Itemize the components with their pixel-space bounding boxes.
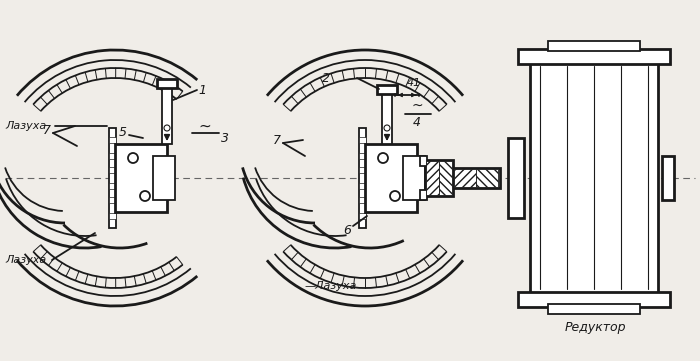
Bar <box>454 169 476 187</box>
Bar <box>530 56 658 299</box>
Bar <box>359 167 366 173</box>
Bar <box>365 144 417 212</box>
Text: 1: 1 <box>198 83 206 96</box>
Bar <box>359 197 366 203</box>
Bar <box>518 292 670 307</box>
Text: Лазуха: Лазуха <box>5 121 46 131</box>
Bar <box>508 138 524 218</box>
Bar <box>548 304 640 314</box>
Text: ~: ~ <box>411 99 423 113</box>
Text: ~: ~ <box>199 118 211 134</box>
Bar <box>115 144 167 212</box>
Bar <box>420 156 427 166</box>
Text: 5: 5 <box>119 126 127 139</box>
Bar <box>425 160 453 196</box>
Bar <box>426 161 439 195</box>
Circle shape <box>128 153 138 163</box>
Bar <box>548 41 640 51</box>
Circle shape <box>164 125 170 131</box>
Bar <box>359 137 366 143</box>
Text: 41: 41 <box>407 78 421 88</box>
Bar <box>403 156 425 200</box>
Bar <box>109 167 116 173</box>
Bar <box>157 79 177 88</box>
Bar <box>518 49 670 64</box>
Bar <box>377 85 397 94</box>
Text: Редуктор: Редуктор <box>564 321 626 334</box>
Bar <box>153 156 175 200</box>
Bar <box>382 92 392 144</box>
Text: 6: 6 <box>343 223 351 236</box>
Circle shape <box>384 125 390 131</box>
Text: —Лазуха: —Лазуха <box>305 281 358 291</box>
Bar <box>162 86 172 144</box>
Bar <box>109 183 116 189</box>
Circle shape <box>378 153 388 163</box>
Bar <box>359 213 366 219</box>
Bar <box>662 156 674 200</box>
Bar <box>476 169 498 187</box>
Circle shape <box>140 191 150 201</box>
Text: 3: 3 <box>221 131 229 144</box>
Text: 7: 7 <box>43 123 51 136</box>
Bar <box>109 213 116 219</box>
Bar <box>109 137 116 143</box>
Text: Лазуха: Лазуха <box>5 255 46 265</box>
Bar <box>109 128 116 228</box>
Bar <box>420 190 427 200</box>
Bar <box>453 168 500 188</box>
Text: 7: 7 <box>273 134 281 147</box>
Bar <box>359 128 366 228</box>
Text: 4: 4 <box>413 117 421 130</box>
Bar <box>109 197 116 203</box>
Bar <box>109 153 116 159</box>
Bar <box>359 153 366 159</box>
Bar <box>359 183 366 189</box>
Text: 2: 2 <box>322 71 330 84</box>
Bar <box>439 161 452 195</box>
Circle shape <box>390 191 400 201</box>
